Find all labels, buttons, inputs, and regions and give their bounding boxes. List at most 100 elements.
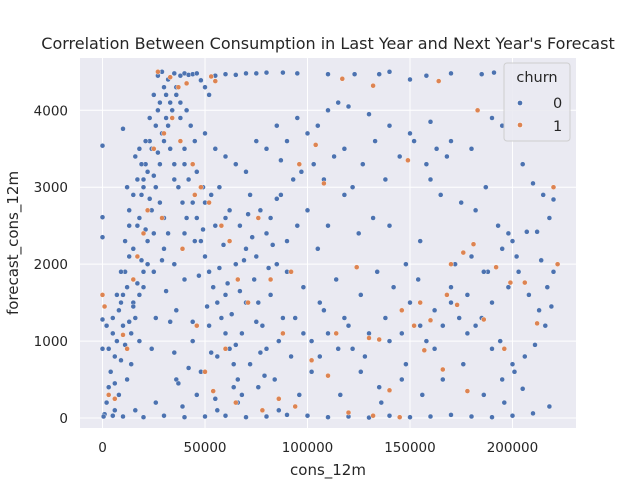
data-point-churn-0 xyxy=(222,292,229,298)
data-point-churn-1 xyxy=(155,69,161,75)
data-point-churn-0 xyxy=(337,392,343,398)
legend: churn 0 1 xyxy=(503,62,571,142)
data-point-churn-0 xyxy=(263,413,270,420)
data-point-churn-0 xyxy=(280,69,286,76)
data-point-churn-0 xyxy=(423,72,430,79)
legend-marker-1 xyxy=(517,122,523,128)
data-point-churn-0 xyxy=(99,234,106,240)
data-point-churn-0 xyxy=(382,176,389,183)
data-point-churn-0 xyxy=(505,284,512,290)
x-tick-label: 50000 xyxy=(184,440,227,456)
data-point-churn-0 xyxy=(110,413,116,419)
data-point-churn-0 xyxy=(122,238,128,244)
data-point-churn-0 xyxy=(386,413,393,419)
data-point-churn-1 xyxy=(493,264,499,270)
data-point-churn-1 xyxy=(376,336,382,343)
data-point-churn-1 xyxy=(296,161,302,167)
data-point-churn-0 xyxy=(247,192,253,198)
data-point-churn-0 xyxy=(333,276,339,283)
data-point-churn-0 xyxy=(118,357,124,363)
data-point-churn-0 xyxy=(138,257,145,263)
data-point-churn-0 xyxy=(105,384,112,390)
data-point-churn-0 xyxy=(136,338,143,344)
data-point-churn-0 xyxy=(120,323,126,329)
data-point-churn-0 xyxy=(175,380,182,387)
data-point-churn-0 xyxy=(194,215,200,221)
data-point-churn-0 xyxy=(331,153,337,160)
data-point-churn-0 xyxy=(155,107,161,114)
data-point-churn-0 xyxy=(161,246,167,252)
data-point-churn-1 xyxy=(144,207,151,214)
data-point-churn-1 xyxy=(130,276,137,283)
data-point-churn-0 xyxy=(173,307,180,313)
data-point-churn-0 xyxy=(468,253,475,260)
data-point-churn-1 xyxy=(159,215,165,221)
data-point-churn-1 xyxy=(255,215,261,221)
data-point-churn-0 xyxy=(112,407,118,413)
data-point-churn-0 xyxy=(181,276,188,283)
data-point-churn-0 xyxy=(548,303,555,310)
data-point-churn-1 xyxy=(202,369,208,375)
data-point-churn-1 xyxy=(292,403,298,410)
data-point-churn-1 xyxy=(366,335,372,341)
data-point-churn-0 xyxy=(349,346,356,352)
data-point-churn-0 xyxy=(255,299,261,306)
data-point-churn-1 xyxy=(507,279,514,286)
data-point-churn-0 xyxy=(272,376,278,383)
data-point-churn-1 xyxy=(101,303,108,310)
data-point-churn-1 xyxy=(212,78,219,84)
data-point-churn-0 xyxy=(255,384,261,390)
data-point-churn-1 xyxy=(192,192,198,198)
legend-box xyxy=(503,62,571,142)
data-point-churn-0 xyxy=(431,346,438,352)
data-point-churn-0 xyxy=(472,323,479,329)
data-point-churn-0 xyxy=(136,292,143,298)
data-point-churn-0 xyxy=(237,288,243,294)
data-point-churn-1 xyxy=(267,276,274,283)
data-point-churn-0 xyxy=(157,99,163,106)
data-point-churn-0 xyxy=(245,211,251,217)
data-point-churn-0 xyxy=(308,369,315,375)
data-point-churn-0 xyxy=(308,338,315,344)
data-point-churn-0 xyxy=(118,299,124,306)
data-point-churn-0 xyxy=(105,346,112,352)
data-point-churn-0 xyxy=(189,199,196,206)
data-point-churn-0 xyxy=(444,153,450,160)
data-point-churn-0 xyxy=(267,292,274,298)
data-point-churn-0 xyxy=(179,199,186,206)
data-point-churn-1 xyxy=(405,157,411,164)
data-point-churn-0 xyxy=(181,161,188,167)
data-point-churn-0 xyxy=(128,361,134,367)
legend-label-0: 0 xyxy=(553,96,562,112)
data-point-churn-1 xyxy=(134,253,141,260)
data-point-churn-1 xyxy=(448,261,454,267)
data-point-churn-0 xyxy=(479,71,485,77)
data-point-churn-0 xyxy=(222,330,229,337)
data-point-churn-1 xyxy=(177,138,184,144)
data-point-churn-0 xyxy=(265,265,272,271)
data-point-churn-0 xyxy=(489,414,495,420)
data-point-churn-0 xyxy=(276,407,282,413)
data-point-churn-0 xyxy=(325,107,331,114)
data-point-churn-1 xyxy=(206,199,212,206)
data-point-churn-0 xyxy=(243,246,249,252)
data-point-churn-1 xyxy=(501,346,507,352)
data-point-churn-1 xyxy=(218,222,225,229)
data-point-churn-0 xyxy=(300,330,307,337)
data-point-churn-0 xyxy=(110,315,116,321)
data-point-churn-0 xyxy=(520,161,526,167)
data-point-churn-0 xyxy=(187,122,194,129)
data-point-churn-0 xyxy=(239,330,245,337)
data-point-churn-0 xyxy=(202,130,208,137)
data-point-churn-0 xyxy=(142,138,149,144)
data-point-churn-1 xyxy=(313,142,319,148)
legend-label-1: 1 xyxy=(553,119,562,135)
data-point-churn-0 xyxy=(440,376,446,383)
data-point-churn-1 xyxy=(99,292,106,298)
x-axis-label: cons_12m xyxy=(290,461,366,480)
data-point-churn-0 xyxy=(200,226,206,233)
data-point-churn-0 xyxy=(212,146,219,152)
data-point-churn-0 xyxy=(103,399,110,406)
data-point-churn-0 xyxy=(386,69,393,75)
data-point-churn-0 xyxy=(483,184,489,190)
